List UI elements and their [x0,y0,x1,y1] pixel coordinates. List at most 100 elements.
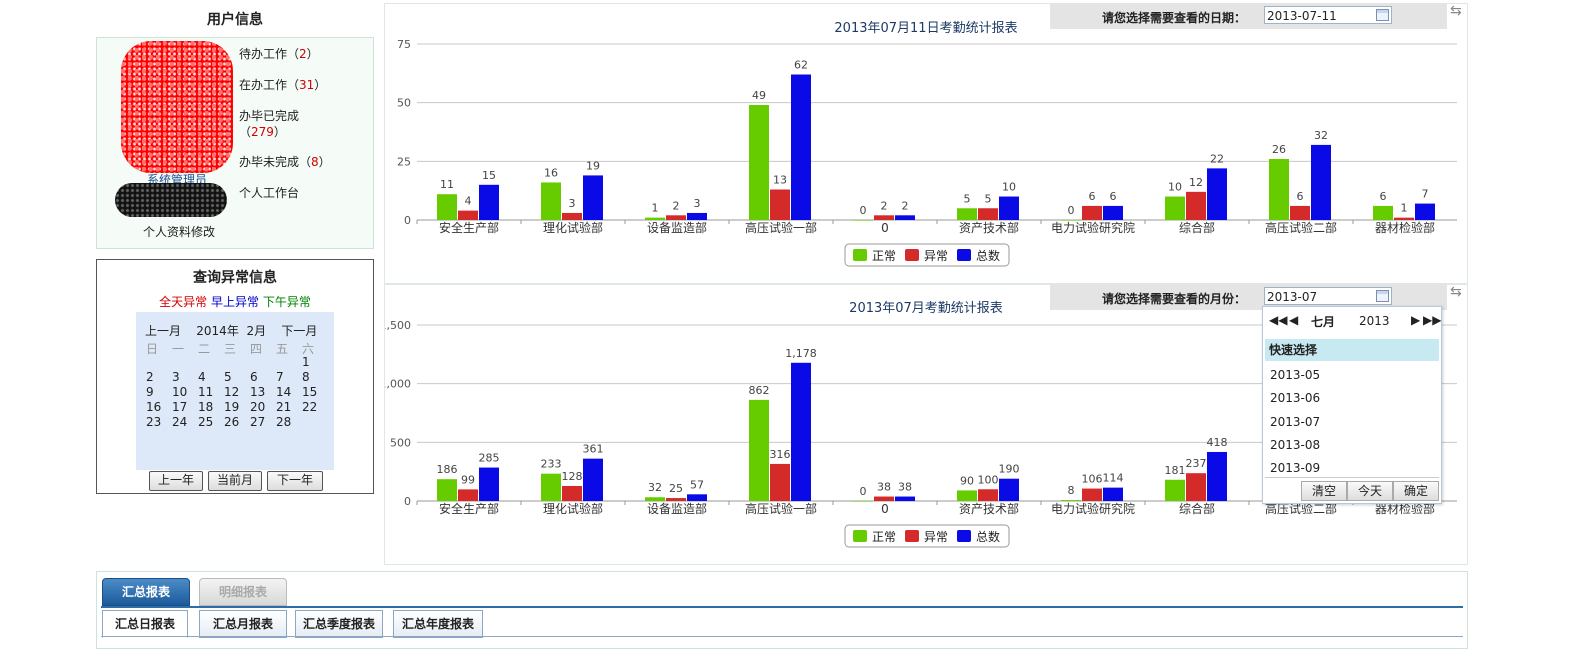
calendar-day[interactable]: 7 [276,370,284,384]
picker-today-button[interactable]: 今天 [1347,481,1393,501]
bar-normal[interactable] [853,501,873,502]
legend-label[interactable]: 异常 [924,530,948,544]
task-pending[interactable]: 待办工作（2） [239,47,319,61]
calendar-day[interactable]: 1 [302,355,310,369]
tab-summary-report[interactable]: 汇总报表 [102,578,190,606]
tab-detail-report[interactable]: 明细报表 [199,578,287,606]
calendar-day[interactable]: 6 [250,370,258,384]
bar-normal[interactable] [1165,479,1185,501]
calendar-day[interactable]: 4 [198,370,206,384]
bar-abnormal[interactable] [1290,205,1310,220]
calendar-day[interactable]: 8 [302,370,310,384]
quick-month-option[interactable]: 2013-06 [1270,391,1321,405]
calendar-day[interactable]: 5 [224,370,232,384]
bar-abnormal[interactable] [874,496,894,501]
bar-total[interactable] [1103,487,1123,501]
bar-total[interactable] [895,215,915,220]
task-completed[interactable]: 办毕已完成 （279） [239,109,300,139]
calendar-day[interactable]: 11 [198,385,214,399]
calendar-day[interactable]: 3 [172,370,180,384]
calendar-day[interactable]: 17 [172,400,188,414]
bar-total[interactable] [1311,144,1331,220]
picker-ok-button[interactable]: 确定 [1393,481,1439,501]
current-month-button[interactable]: 当前月 [208,471,262,491]
bar-normal[interactable] [749,399,769,501]
bar-normal[interactable] [645,497,665,501]
bar-total[interactable] [479,467,499,501]
calendar-day[interactable]: 21 [276,400,292,414]
bar-total[interactable] [999,478,1019,501]
calendar-day[interactable]: 28 [276,415,292,429]
bar-abnormal[interactable] [1186,191,1206,220]
bar-normal[interactable] [1061,500,1081,501]
bar-abnormal[interactable] [874,215,894,220]
prev-year-double-arrow-icon[interactable]: ◀◀ [1269,313,1288,327]
calendar-day[interactable]: 23 [146,415,162,429]
task-unfinished[interactable]: 办毕未完成（8） [239,155,331,169]
bar-abnormal[interactable] [978,489,998,501]
calendar-day[interactable]: 14 [276,385,292,399]
calendar-day[interactable]: 18 [198,400,214,414]
bar-abnormal[interactable] [1082,205,1102,220]
prev-year-button[interactable]: 上一年 [149,471,203,491]
calendar-day[interactable]: 20 [250,400,266,414]
next-year-double-arrow-icon[interactable]: ▶▶ [1423,313,1442,327]
calendar-next-month[interactable]: 下一月 [281,324,318,338]
bar-abnormal[interactable] [666,215,686,220]
bar-total[interactable] [479,184,499,220]
picker-month[interactable]: 七月 [1311,315,1336,329]
bar-normal[interactable] [957,490,977,501]
calendar-icon[interactable] [1376,290,1389,302]
bar-total[interactable] [791,74,811,220]
bar-total[interactable] [1103,205,1123,220]
bar-abnormal[interactable] [562,212,582,220]
next-month-arrow-icon[interactable]: ▶ [1411,313,1421,327]
swap-arrows-icon[interactable]: ⇆ [1450,3,1462,19]
profile-edit-link[interactable]: 个人资料修改 [143,225,216,239]
tab-monthly-summary[interactable]: 汇总月报表 [199,610,287,638]
bar-abnormal[interactable] [1186,473,1206,501]
bar-normal[interactable] [541,473,561,501]
tab-daily-summary[interactable]: 汇总日报表 [102,610,188,638]
calendar-day[interactable]: 24 [172,415,188,429]
bar-total[interactable] [999,196,1019,220]
bar-normal[interactable] [853,220,873,221]
next-year-button[interactable]: 下一年 [267,471,323,491]
prev-month-arrow-icon[interactable]: ◀ [1289,313,1299,327]
tab-quarterly-summary[interactable]: 汇总季度报表 [295,610,383,638]
daily-date-input[interactable]: 2013-07-11 [1264,6,1392,24]
calendar-day[interactable]: 26 [224,415,240,429]
bar-total[interactable] [1207,168,1227,220]
task-in-progress[interactable]: 在办工作（31） [239,78,327,92]
legend-label[interactable]: 总数 [976,529,1000,544]
quick-month-option[interactable]: 2013-07 [1270,415,1321,429]
calendar-day[interactable]: 13 [250,385,266,399]
bar-total[interactable] [791,362,811,501]
bar-normal[interactable] [437,194,457,220]
bar-abnormal[interactable] [770,463,790,501]
quick-month-option[interactable]: 2013-05 [1270,368,1321,382]
quick-month-option[interactable]: 2013-09 [1270,461,1321,475]
bar-normal[interactable] [957,208,977,220]
picker-clear-button[interactable]: 清空 [1301,481,1347,501]
bar-total[interactable] [583,458,603,501]
calendar-day[interactable]: 25 [198,415,214,429]
swap-arrows-icon[interactable]: ⇆ [1450,284,1462,300]
calendar-day[interactable]: 2 [146,370,154,384]
bar-total[interactable] [1415,203,1435,220]
bar-total[interactable] [687,494,707,501]
bar-normal[interactable] [1165,196,1185,220]
calendar-day[interactable]: 19 [224,400,240,414]
bar-total[interactable] [895,496,915,501]
bar-normal[interactable] [1373,205,1393,220]
bar-abnormal[interactable] [458,489,478,501]
calendar-day[interactable]: 12 [224,385,240,399]
bar-abnormal[interactable] [458,210,478,220]
bar-total[interactable] [583,175,603,220]
bar-normal[interactable] [1061,220,1081,221]
bar-normal[interactable] [645,217,665,220]
calendar-day[interactable]: 9 [146,385,154,399]
bar-normal[interactable] [749,105,769,220]
quick-month-option[interactable]: 2013-08 [1270,438,1321,452]
bar-abnormal[interactable] [1394,217,1414,220]
